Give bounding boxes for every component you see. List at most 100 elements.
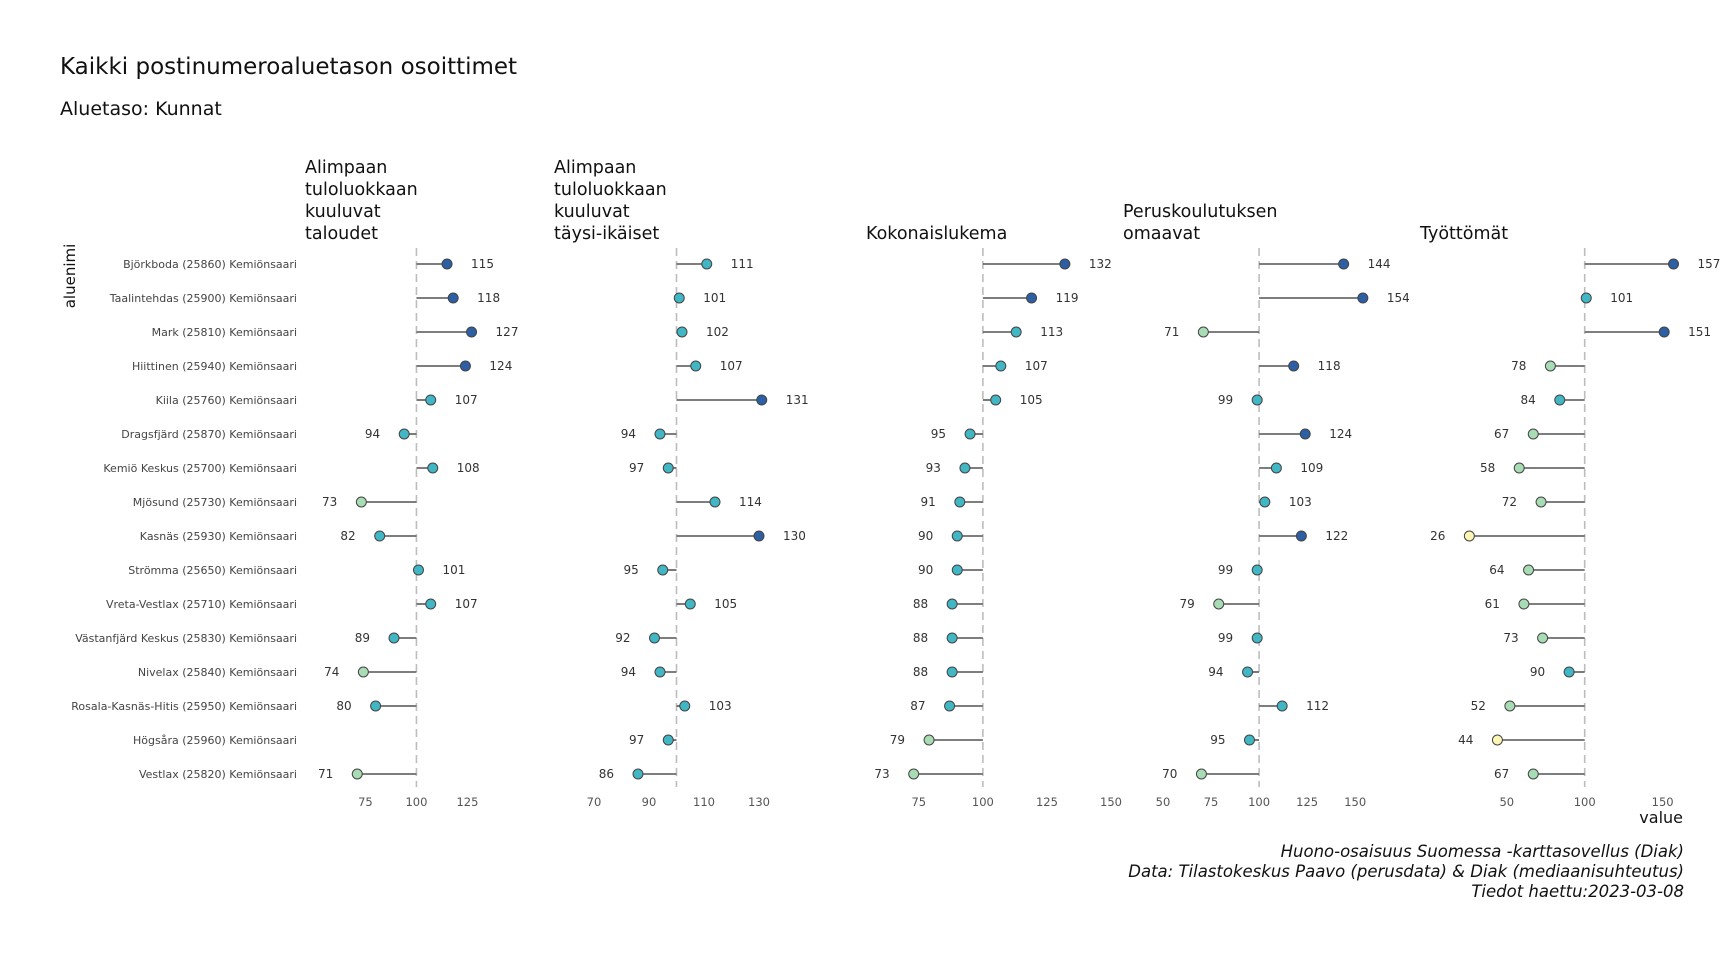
category-label: Högsåra (25960) Kemiönsaari xyxy=(133,734,297,747)
lollipop-point xyxy=(1523,564,1535,576)
x-tick-label: 125 xyxy=(1296,795,1318,809)
lollipop-point xyxy=(676,326,688,338)
category-label: Mark (25810) Kemiönsaari xyxy=(152,326,297,339)
lollipop-point xyxy=(357,666,369,678)
data-label: 124 xyxy=(1329,427,1352,441)
data-label: 105 xyxy=(1020,393,1043,407)
lollipop-point xyxy=(662,462,674,474)
panel-title-line: Alimpaan xyxy=(554,158,636,178)
data-label: 101 xyxy=(442,563,465,577)
data-label: 107 xyxy=(1025,359,1048,373)
panel-title-line: Alimpaan xyxy=(305,158,387,178)
caption-line-date: Tiedot haettu:2023-03-08 xyxy=(1471,882,1684,901)
data-label: 99 xyxy=(1218,631,1233,645)
lollipop-point xyxy=(441,258,453,270)
lollipop-point xyxy=(1658,326,1670,338)
lollipop-point xyxy=(1491,734,1503,746)
lollipop-point xyxy=(1270,462,1282,474)
data-label: 103 xyxy=(709,699,732,713)
lollipop-point xyxy=(427,462,439,474)
panel-title-line: omaavat xyxy=(1123,224,1200,244)
x-tick-label: 100 xyxy=(1248,795,1270,809)
lollipop-point xyxy=(1010,326,1022,338)
lollipop-point xyxy=(1535,496,1547,508)
category-label: Vreta-Vestlax (25710) Kemiönsaari xyxy=(106,598,297,611)
data-label: 99 xyxy=(1218,393,1233,407)
data-label: 114 xyxy=(739,495,762,509)
lollipop-point xyxy=(990,394,1002,406)
lollipop-point xyxy=(995,360,1007,372)
lollipop-point xyxy=(1513,462,1525,474)
data-label: 101 xyxy=(1610,291,1633,305)
lollipop-point xyxy=(1195,768,1207,780)
data-label: 112 xyxy=(1306,699,1329,713)
lollipop-point xyxy=(1251,564,1263,576)
lollipop-point xyxy=(1288,360,1300,372)
panel-title-line: tuloluokkaan xyxy=(554,180,667,200)
x-tick-label: 100 xyxy=(1574,795,1596,809)
panel-title-line: tuloluokkaan xyxy=(305,180,418,200)
data-label: 107 xyxy=(455,393,478,407)
x-tick-label: 100 xyxy=(972,795,994,809)
lollipop-point xyxy=(355,496,367,508)
data-label: 87 xyxy=(910,699,925,713)
category-label: Kemiö Keskus (25700) Kemiönsaari xyxy=(103,462,297,475)
category-label: Björkboda (25860) Kemiönsaari xyxy=(123,258,297,271)
data-label: 93 xyxy=(926,461,941,475)
data-label: 122 xyxy=(1325,529,1348,543)
lollipop-point xyxy=(1213,598,1225,610)
data-label: 88 xyxy=(913,631,928,645)
data-label: 99 xyxy=(1218,563,1233,577)
data-label: 94 xyxy=(621,427,636,441)
data-label: 67 xyxy=(1494,767,1509,781)
category-label: Rosala-Kasnäs-Hitis (25950) Kemiönsaari xyxy=(71,700,297,713)
data-label: 70 xyxy=(1162,767,1177,781)
data-label: 107 xyxy=(720,359,743,373)
category-label: Taalintehdas (25900) Kemiönsaari xyxy=(109,292,297,305)
data-label: 111 xyxy=(731,257,754,271)
data-label: 95 xyxy=(931,427,946,441)
data-label: 78 xyxy=(1511,359,1526,373)
data-label: 102 xyxy=(706,325,729,339)
data-label: 95 xyxy=(1210,733,1225,747)
data-label: 157 xyxy=(1698,257,1721,271)
data-label: 67 xyxy=(1494,427,1509,441)
data-label: 101 xyxy=(703,291,726,305)
lollipop-point xyxy=(753,530,765,542)
lollipop-point xyxy=(1197,326,1209,338)
panel-title-line: Kokonaislukema xyxy=(866,224,1007,244)
data-label: 124 xyxy=(489,359,512,373)
data-label: 105 xyxy=(714,597,737,611)
lollipop-point xyxy=(388,632,400,644)
panel-title-line: täysi-ikäiset xyxy=(554,224,659,244)
data-label: 97 xyxy=(629,461,644,475)
data-label: 90 xyxy=(918,563,933,577)
lollipop-point xyxy=(654,428,666,440)
lollipop-point xyxy=(679,700,691,712)
data-label: 97 xyxy=(629,733,644,747)
lollipop-point xyxy=(1527,428,1539,440)
data-label: 79 xyxy=(1179,597,1194,611)
lollipop-point xyxy=(398,428,410,440)
data-label: 73 xyxy=(1503,631,1518,645)
data-label: 26 xyxy=(1430,529,1445,543)
lollipop-point xyxy=(1259,496,1271,508)
data-label: 118 xyxy=(477,291,500,305)
lollipop-point xyxy=(447,292,459,304)
lollipop-point xyxy=(673,292,685,304)
lollipop-point xyxy=(657,564,669,576)
data-label: 72 xyxy=(1502,495,1517,509)
x-tick-label: 50 xyxy=(1499,795,1514,809)
lollipop-point xyxy=(701,258,713,270)
lollipop-point xyxy=(954,496,966,508)
data-label: 91 xyxy=(921,495,936,509)
data-label: 94 xyxy=(1208,665,1223,679)
x-tick-label: 70 xyxy=(587,795,602,809)
x-tick-label: 150 xyxy=(1344,795,1366,809)
caption-line-source: Data: Tilastokeskus Paavo (perusdata) & … xyxy=(1128,862,1684,881)
data-label: 44 xyxy=(1458,733,1473,747)
category-label: Kasnäs (25930) Kemiönsaari xyxy=(140,530,297,543)
lollipop-point xyxy=(1504,700,1516,712)
lollipop-point xyxy=(1554,394,1566,406)
